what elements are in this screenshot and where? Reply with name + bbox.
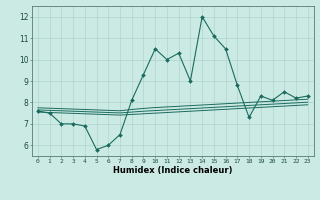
X-axis label: Humidex (Indice chaleur): Humidex (Indice chaleur) [113,166,233,175]
